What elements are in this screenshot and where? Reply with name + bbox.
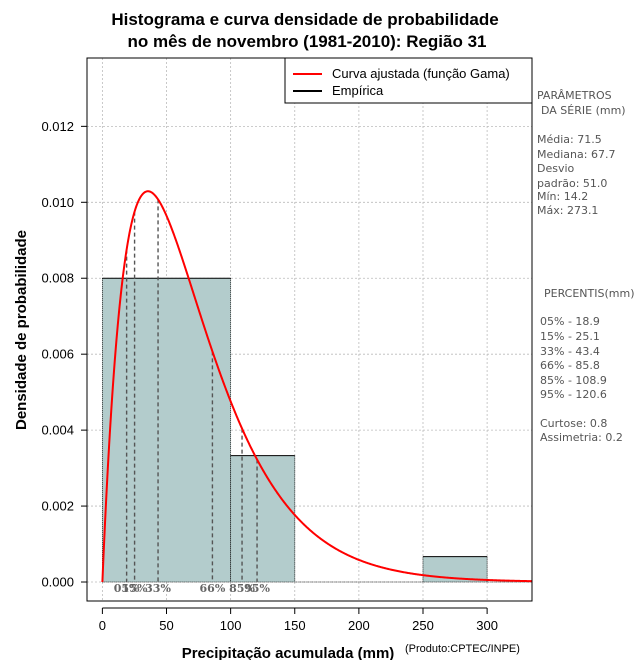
percentile-label: 33% [145, 582, 171, 595]
stat-p33: 33% - 43.4 [540, 345, 600, 358]
x-axis-label: Precipitação acumulada (mm) [182, 645, 395, 660]
stat-p66: 66% - 85.8 [540, 359, 600, 372]
stat-min: Mín: 14.2 [537, 190, 588, 203]
y-tick-label: 0.002 [41, 499, 74, 514]
stat-media: Média: 71.5 [537, 133, 602, 146]
percentile-label: 95% [244, 582, 270, 595]
gamma-curve [101, 190, 533, 583]
legend-box [284, 57, 533, 104]
x-tick-label: 250 [412, 618, 434, 633]
legend-label-curve: Curva ajustada (função Gama) [332, 66, 510, 81]
percentile-label: 15% [122, 582, 148, 595]
legend: Curva ajustada (função Gama) Empírica [284, 57, 533, 104]
y-tick-label: 0.012 [41, 119, 74, 134]
gamma-curve-path [101, 190, 533, 583]
product-credit: (Produto:CPTEC/INPE) [405, 643, 520, 655]
params-title-2: DA SÉRIE (mm) [541, 104, 626, 117]
stat-mediana: Mediana: 67.7 [537, 148, 615, 161]
histogram-bars [101, 277, 532, 583]
x-tick-label: 200 [348, 618, 370, 633]
x-tick-label: 100 [220, 618, 242, 633]
y-axis: 0.000 0.002 0.004 0.006 0.008 0.010 0.012 [41, 119, 88, 590]
stat-max: Máx: 273.1 [537, 204, 598, 217]
legend-label-empirical: Empírica [332, 83, 384, 98]
y-tick-label: 0.008 [41, 271, 74, 286]
histogram-bar [230, 455, 295, 583]
percentile-label: 66% [200, 582, 226, 595]
stat-p05: 05% - 18.9 [540, 315, 600, 328]
chart-title-line2: no mês de novembro (1981-2010): Região 3… [127, 32, 486, 51]
x-tick-label: 50 [159, 618, 173, 633]
stat-curtose: Curtose: 0.8 [540, 417, 607, 430]
stat-p15: 15% - 25.1 [540, 330, 600, 343]
percentile-label: 05% [114, 582, 140, 595]
y-axis-label: Densidade de probabilidade [13, 230, 30, 430]
percentile-lines: 05%15%33% 66% 85%95% [114, 199, 270, 595]
histogram-bar [102, 278, 231, 583]
y-tick-label: 0.004 [41, 423, 74, 438]
stat-desvio-2: padrão: 51.0 [537, 177, 607, 190]
x-axis: 0 50 100 150 200 250 300 [99, 607, 498, 633]
stat-desvio-1: Desvio [537, 162, 575, 175]
percentis-title: PERCENTIS(mm) [544, 287, 635, 300]
x-tick-label: 150 [284, 618, 306, 633]
params-title-1: PARÂMETROS [537, 89, 612, 102]
x-tick-label: 0 [99, 618, 106, 633]
y-tick-label: 0.000 [41, 575, 74, 590]
stats-panel: PARÂMETROS DA SÉRIE (mm) Média: 71.5 Med… [537, 89, 635, 444]
stat-assimetria: Assimetria: 0.2 [540, 431, 623, 444]
stat-p95: 95% - 120.6 [540, 388, 607, 401]
stat-p85: 85% - 108.9 [540, 374, 607, 387]
y-tick-label: 0.006 [41, 347, 74, 362]
chart-title-line1: Histograma e curva densidade de probabil… [111, 10, 498, 29]
percentile-label: 85% [229, 582, 255, 595]
x-tick-label: 300 [476, 618, 498, 633]
y-tick-label: 0.010 [41, 195, 74, 210]
